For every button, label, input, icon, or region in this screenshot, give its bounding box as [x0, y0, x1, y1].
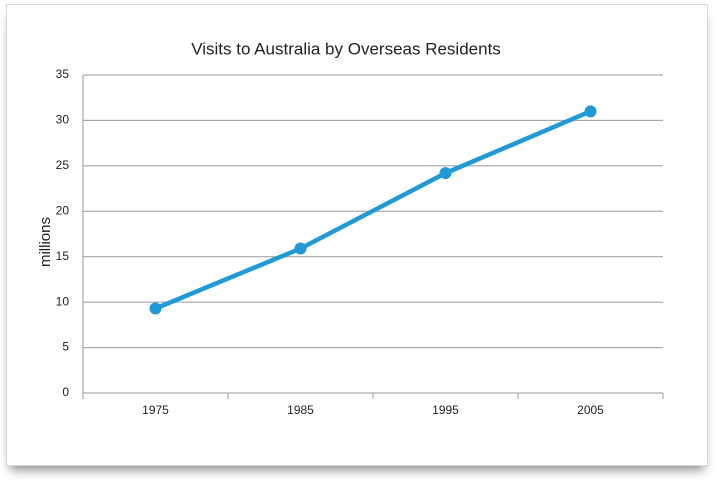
y-tick-label: 20 [56, 203, 70, 217]
data-line [154, 109, 592, 311]
data-point [439, 167, 452, 180]
x-tick-label: 1985 [287, 403, 314, 417]
y-tick-label: 35 [56, 67, 70, 81]
x-tick-label: 2005 [577, 403, 604, 417]
data-point [294, 242, 307, 255]
y-tick-label: 30 [56, 113, 70, 127]
y-tick-label: 15 [56, 249, 70, 263]
x-tick-label: 1995 [432, 403, 459, 417]
data-point [149, 302, 162, 315]
y-tick-label: 5 [62, 340, 69, 354]
y-tick-label: 25 [56, 158, 70, 172]
chart-title: Visits to Australia by Overseas Resident… [191, 39, 501, 58]
y-tick-label: 0 [62, 385, 69, 399]
chart-frame [6, 4, 708, 466]
y-tick-label: 10 [56, 294, 70, 308]
data-point [584, 105, 597, 118]
x-tick-label: 1975 [142, 403, 169, 417]
y-axis-label: millions [37, 217, 54, 267]
